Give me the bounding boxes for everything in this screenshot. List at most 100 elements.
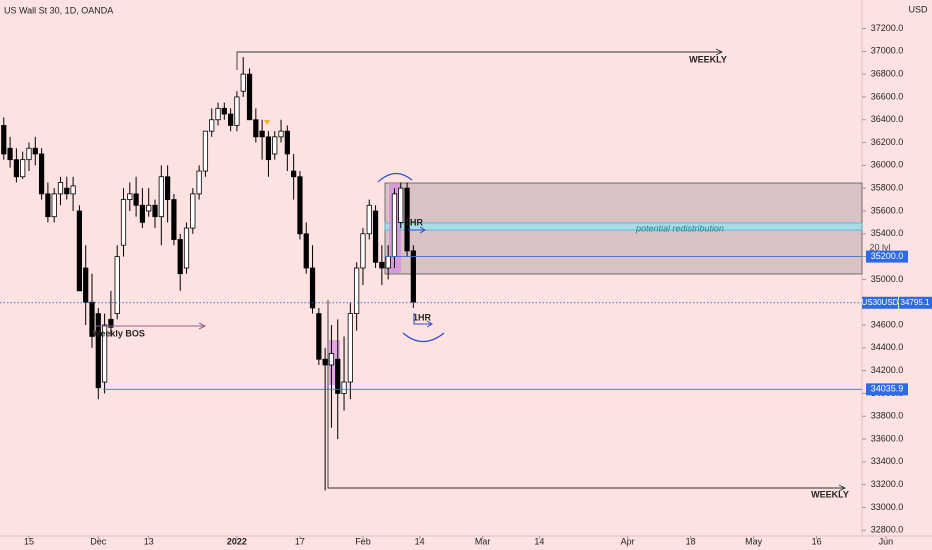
y-tick-label: 33200.0 <box>871 479 904 489</box>
candle-body <box>316 313 322 360</box>
candle-body <box>57 182 64 195</box>
candle-body <box>64 187 70 195</box>
candle-body <box>265 136 272 161</box>
x-tick-label: 14 <box>534 536 544 546</box>
candle-body <box>20 159 26 178</box>
candle-body <box>101 324 108 383</box>
candle-body <box>32 147 38 155</box>
candle-body <box>379 261 385 269</box>
candle-body <box>404 187 410 252</box>
candle-body <box>146 204 152 212</box>
candle-body <box>202 130 209 172</box>
candle-body <box>398 187 404 223</box>
candle-body <box>354 267 360 315</box>
x-tick-label: 16 <box>812 536 822 546</box>
candle-body <box>70 185 76 195</box>
redistribution-band <box>384 222 863 231</box>
candle-body <box>51 193 57 218</box>
symbol-tag <box>862 296 898 309</box>
y-tick-label: 35000.0 <box>871 274 904 284</box>
candle-body <box>1 125 7 155</box>
x-tick-label: May <box>745 536 763 546</box>
y-tick-label: 35600.0 <box>871 205 904 215</box>
candle-body <box>7 147 13 161</box>
x-tick-label: 13 <box>144 536 154 546</box>
x-tick-label: 18 <box>686 536 696 546</box>
level-label: 34035.9 <box>871 384 904 394</box>
candle-body <box>89 301 95 337</box>
level-tag <box>866 383 908 396</box>
candle-body <box>26 147 32 161</box>
candle-body <box>165 176 171 200</box>
symbol-label: US30USD <box>862 298 899 307</box>
candle-body <box>291 170 297 178</box>
candle-body <box>328 353 335 366</box>
y-tick-label: 34600.0 <box>871 319 904 329</box>
candle-body <box>366 204 372 235</box>
candle-body <box>13 159 19 178</box>
y-tick-label: 36400.0 <box>871 114 904 124</box>
candle-body <box>133 193 139 206</box>
annotation: 1HR <box>405 217 424 227</box>
x-tick-label: Jun <box>879 536 894 546</box>
level-label: 35200.0 <box>871 251 904 261</box>
y-tick-label: 36200.0 <box>871 137 904 147</box>
y-tick-label: 34200.0 <box>871 365 904 375</box>
y-tick-label: 36000.0 <box>871 160 904 170</box>
candle-body <box>209 119 215 132</box>
candle-body <box>171 199 177 240</box>
candle-body <box>372 210 379 263</box>
y-tick-label: 33600.0 <box>871 433 904 443</box>
hr-arrow <box>408 226 426 234</box>
candle-body <box>228 113 234 126</box>
arc <box>377 172 413 183</box>
y-tick-label: 35800.0 <box>871 183 904 193</box>
candle-body <box>177 239 183 275</box>
candle-body <box>108 318 114 328</box>
weekly-bottom-line <box>327 300 847 492</box>
highlight <box>329 340 340 385</box>
candle-body <box>240 73 246 92</box>
candle-body <box>284 130 290 155</box>
candle-body <box>303 233 309 269</box>
candle-body <box>152 204 158 218</box>
candle-body <box>360 233 366 269</box>
x-tick-label: 15 <box>24 536 34 546</box>
candle-body <box>385 256 391 269</box>
candle-body <box>196 170 202 195</box>
y-tick-label: 32800.0 <box>871 525 904 535</box>
last-price-label: 34795.1 <box>901 298 930 307</box>
x-tick-label: Apr <box>621 536 635 546</box>
y-tick-label: 34400.0 <box>871 342 904 352</box>
annotation: WEEKLY <box>689 54 727 64</box>
level-tag <box>866 250 908 263</box>
candle-body <box>309 267 316 309</box>
candle-body <box>410 250 416 303</box>
x-tick-label: Dec <box>90 536 107 546</box>
y-tick-label: 37200.0 <box>871 23 904 33</box>
x-tick-label: Feb <box>355 536 371 546</box>
currency: USD <box>908 4 928 14</box>
candle-body <box>139 204 146 223</box>
candle-body <box>272 136 278 155</box>
y-tick-label: 37000.0 <box>871 46 904 56</box>
candle-body <box>259 130 265 138</box>
chart-title: US Wall St 30, 1D, OANDA <box>4 5 113 15</box>
candle-body <box>347 313 353 383</box>
candle-body <box>391 193 398 257</box>
x-tick-label: Mar <box>475 536 491 546</box>
candle-body <box>120 199 127 246</box>
candle-body <box>83 267 89 303</box>
candle-body <box>127 193 133 200</box>
candle-body <box>38 153 45 195</box>
candle-body <box>95 313 101 389</box>
candle-body <box>335 358 341 394</box>
candle-body <box>221 107 227 115</box>
y-tick-label: 36800.0 <box>871 69 904 79</box>
candle-body <box>158 176 164 218</box>
candle-body <box>76 210 83 292</box>
annotation: WEEKLY <box>811 489 849 499</box>
